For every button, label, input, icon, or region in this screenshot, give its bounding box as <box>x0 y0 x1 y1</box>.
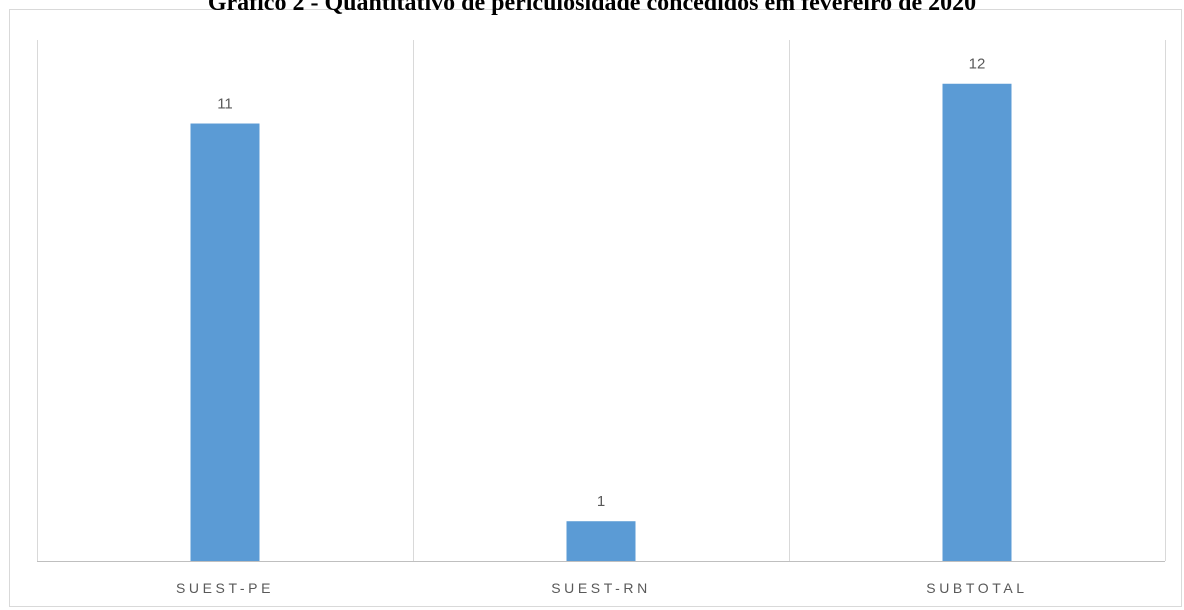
chart-title: Gráfico 2 - Quantitativo de periculosida… <box>207 0 977 16</box>
bar-subtotal <box>942 83 1012 561</box>
label-layer: 11 SUEST-PE 1 SUEST-RN 12 SUBTOTAL <box>176 56 1027 596</box>
bar-suest-pe <box>190 123 260 562</box>
x-tick-label-suest-pe: SUEST-PE <box>176 580 274 596</box>
bar-suest-rn <box>566 521 636 561</box>
data-label-suest-pe: 11 <box>217 96 233 113</box>
x-tick-label-suest-rn: SUEST-RN <box>551 580 651 596</box>
data-label-suest-rn: 1 <box>597 493 605 510</box>
grid-layer <box>37 40 1166 562</box>
bar-layer <box>190 83 1012 562</box>
data-label-subtotal: 12 <box>969 56 986 73</box>
x-tick-label-subtotal: SUBTOTAL <box>926 580 1027 596</box>
